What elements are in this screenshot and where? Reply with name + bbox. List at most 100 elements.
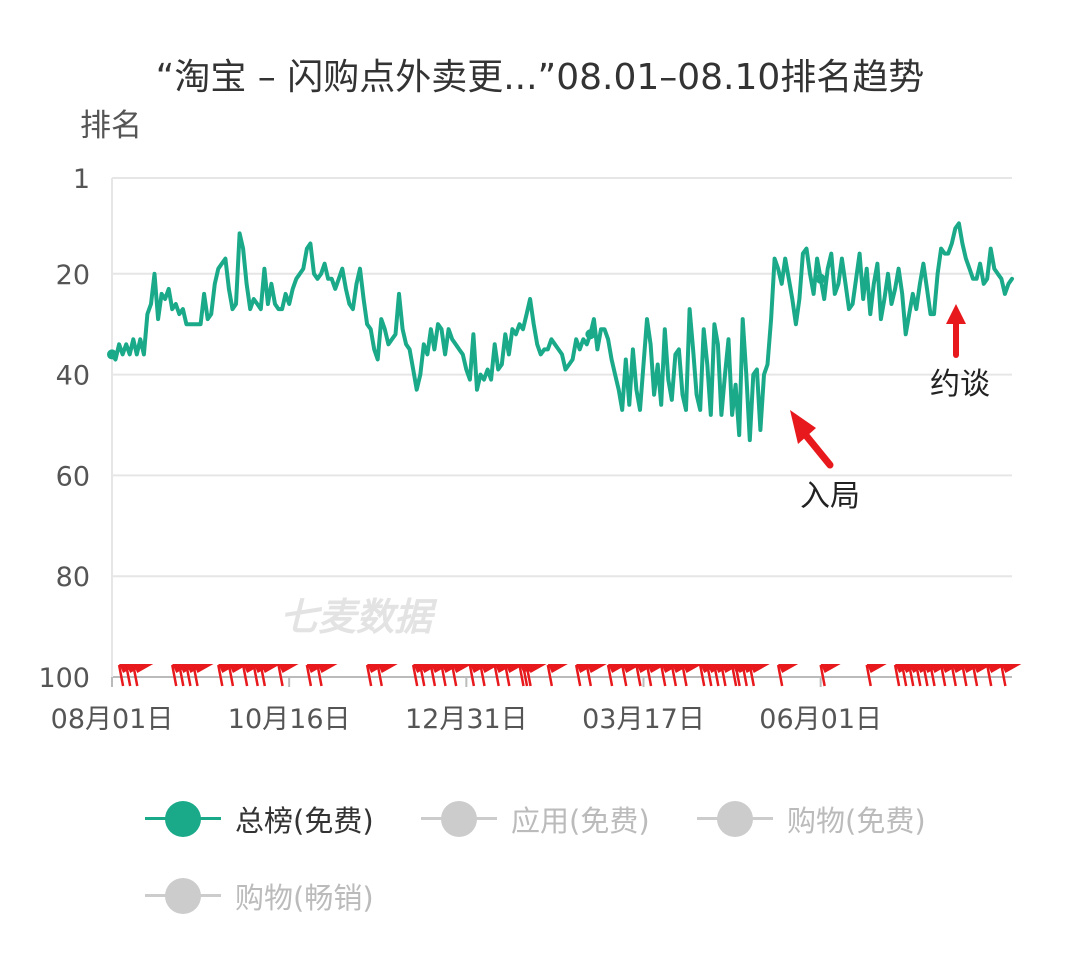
- flag-pole: [117, 664, 125, 687]
- legend-swatch: [145, 874, 221, 918]
- flag-pole: [961, 664, 968, 687]
- watermark-layer: 七麦数据: [280, 595, 438, 639]
- event-flag[interactable]: [585, 664, 607, 687]
- legend-swatch: [145, 797, 221, 841]
- flag-pole: [645, 664, 653, 687]
- flag-pennant: [317, 664, 338, 673]
- flag-pole: [893, 664, 901, 687]
- flag-pennant: [526, 664, 547, 673]
- flag-pole: [908, 664, 915, 687]
- flag-pole: [1000, 664, 1007, 687]
- flag-pole: [720, 664, 727, 687]
- flag-pennant: [452, 664, 473, 673]
- legend-label: 购物(畅销): [235, 881, 374, 915]
- y-tick-label: 80: [56, 562, 90, 593]
- flag-pole: [971, 664, 979, 687]
- flag-pennant: [682, 664, 703, 673]
- flag-pole: [504, 664, 511, 687]
- flag-pole: [900, 664, 908, 687]
- watermark: 七麦数据: [280, 595, 438, 639]
- flag-pennant: [547, 664, 568, 673]
- flag-pole: [419, 664, 426, 687]
- flag-pennant: [193, 664, 214, 673]
- flag-pole: [585, 664, 593, 687]
- legend-swatch: [421, 797, 497, 841]
- event-flag[interactable]: [132, 664, 154, 687]
- event-flags[interactable]: [117, 664, 1022, 687]
- event-flag[interactable]: [525, 664, 547, 687]
- flag-pole: [698, 664, 706, 687]
- flag-pennant: [260, 664, 281, 673]
- event-flag[interactable]: [450, 664, 473, 687]
- annotation-talk: 约谈: [930, 304, 990, 402]
- legend-item-total-free[interactable]: 总榜(免费): [145, 797, 374, 841]
- y-axis-label: 排名: [80, 108, 142, 144]
- event-flag[interactable]: [748, 664, 770, 687]
- annotation-label-talk: 约谈: [930, 367, 990, 402]
- flag-pole: [171, 664, 178, 687]
- x-tick-label: 10月16日: [228, 704, 351, 735]
- flag-pole: [376, 664, 383, 687]
- series-layer: [107, 221, 1014, 443]
- flag-pole: [192, 664, 199, 687]
- legend-label: 总榜(免费): [235, 804, 374, 838]
- flag-pole: [468, 664, 476, 687]
- flag-pole: [574, 664, 582, 687]
- event-flag[interactable]: [192, 664, 214, 687]
- data-point: [815, 273, 826, 284]
- x-tick-label: 03月17日: [582, 704, 705, 735]
- legend-label: 购物(免费): [787, 804, 926, 838]
- event-flag[interactable]: [776, 664, 799, 687]
- y-tick-label: 60: [56, 461, 90, 492]
- event-flag[interactable]: [819, 664, 841, 687]
- flag-pole: [178, 664, 185, 687]
- flag-pole: [185, 664, 192, 687]
- legend-label: 应用(免费): [511, 804, 650, 838]
- event-flag[interactable]: [259, 664, 281, 687]
- event-flag[interactable]: [1000, 664, 1022, 687]
- event-flag[interactable]: [316, 664, 338, 687]
- flag-pole: [518, 664, 525, 687]
- flag-pole: [865, 664, 872, 687]
- annotation-entry: 入局: [790, 410, 860, 514]
- flag-pennant: [278, 664, 299, 673]
- chart-title: “淘宝 – 闪购点外卖更...”08.01–08.10排名趋势: [155, 57, 925, 98]
- legend-item-shopping-free[interactable]: 购物(免费): [697, 797, 926, 841]
- flag-pole: [606, 664, 614, 687]
- x-tick-label: 06月01日: [759, 704, 882, 735]
- x-tick-label: 12月31日: [405, 704, 528, 735]
- flag-pole: [659, 664, 667, 687]
- event-flag[interactable]: [865, 664, 887, 687]
- flag-pole: [493, 664, 500, 687]
- series-line-total-free: [110, 221, 1014, 443]
- flag-pole: [734, 664, 741, 687]
- flag-pole: [429, 664, 437, 687]
- flag-pennant: [586, 664, 607, 673]
- flag-pole: [985, 664, 993, 687]
- legend-item-shopping-grossing[interactable]: 购物(畅销): [145, 874, 374, 918]
- flag-pole: [929, 664, 936, 687]
- flag-pole: [681, 664, 688, 687]
- annotation-arrowhead: [946, 304, 966, 324]
- flag-pennant: [133, 664, 154, 673]
- event-flag[interactable]: [376, 664, 398, 687]
- flag-pole: [217, 664, 224, 687]
- annotation-arrow-shaft: [800, 429, 834, 469]
- flag-pole: [706, 664, 713, 687]
- event-flag[interactable]: [681, 664, 703, 687]
- legend-item-app-free[interactable]: 应用(免费): [421, 797, 650, 841]
- flag-pennant: [1001, 664, 1022, 673]
- flag-pole: [365, 664, 373, 687]
- event-flag[interactable]: [546, 664, 568, 687]
- flag-pennant: [866, 664, 887, 673]
- flag-pennant: [778, 664, 799, 673]
- flag-pole: [252, 664, 259, 687]
- flag-pole: [819, 664, 826, 687]
- event-flag[interactable]: [277, 664, 299, 687]
- flag-pole: [670, 664, 678, 687]
- flag-pole: [316, 664, 323, 687]
- flag-pole: [124, 664, 132, 687]
- flag-pole: [450, 664, 458, 687]
- flag-pole: [713, 664, 720, 687]
